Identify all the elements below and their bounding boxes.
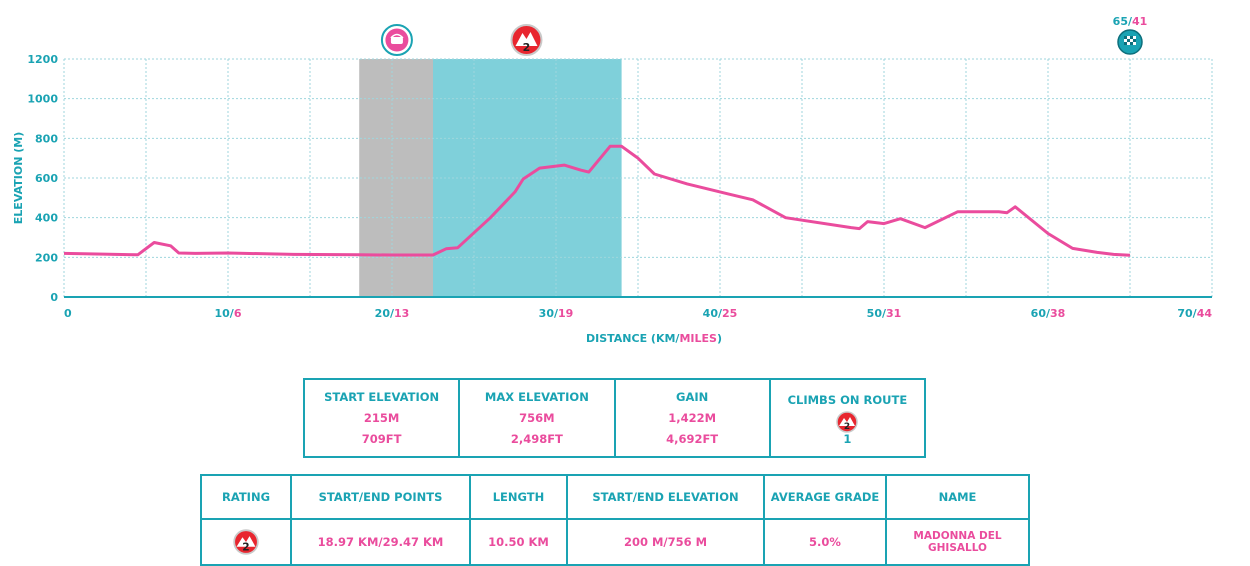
- cafe-stop-icon: [380, 24, 413, 56]
- y-tick-label: 200: [35, 251, 58, 264]
- finish-flag-icon: [1117, 29, 1143, 55]
- gain-ft: 4,692FT: [666, 431, 719, 446]
- name-header: NAME: [885, 474, 1030, 520]
- grade-header: AVERAGE GRADE: [763, 474, 887, 520]
- climb-category-number: 2: [844, 422, 850, 432]
- elevation-header: START/END ELEVATION: [566, 474, 765, 520]
- climbs-on-route-cell: CLIMBS ON ROUTE 2 1: [768, 378, 927, 458]
- x-tick-label: 30/19: [539, 307, 574, 320]
- start-elevation-label: START ELEVATION: [324, 389, 440, 404]
- climbs-count: 1: [843, 432, 852, 446]
- y-tick-label: 600: [35, 172, 58, 185]
- x-tick-label: 60/38: [1031, 307, 1066, 320]
- gain-m: 1,422M: [668, 410, 717, 425]
- max-elevation-label: MAX ELEVATION: [484, 389, 589, 404]
- points-cell: 18.97 KM/29.47 KM: [290, 518, 471, 566]
- x-axis-title-miles: MILES: [679, 332, 717, 345]
- y-tick-label: 0: [50, 291, 58, 304]
- climb-category-icon: 2: [233, 529, 259, 555]
- climb-category-icon: 2: [510, 24, 543, 56]
- start-elevation-cell: START ELEVATION 215M 709FT: [302, 378, 461, 458]
- table-row: 2 18.97 KM/29.47 KM 10.50 KM 200 M/756 M…: [200, 518, 1030, 566]
- elevation-chart: 0 200 400 600 800 1000 1200 0 10/6 20/13 30/19 40/…: [12, 15, 1213, 345]
- max-elevation-ft: 2,498FT: [510, 431, 563, 446]
- x-tick-label: 70/44: [1177, 307, 1212, 320]
- start-elevation-m: 215M: [363, 410, 400, 425]
- grade-cell: 5.0%: [763, 518, 887, 566]
- x-tick-label: 0: [64, 307, 72, 320]
- elevation-cell: 200 M/756 M: [566, 518, 765, 566]
- route-summary-table: START ELEVATION 215M 709FT MAX ELEVATION…: [302, 378, 927, 458]
- y-tick-label: 1200: [27, 53, 58, 66]
- finish-distance-label: 65/41: [1113, 15, 1148, 28]
- route-markers: 2 65/41: [380, 15, 1148, 56]
- grid-lines: [63, 58, 1213, 297]
- max-elevation-cell: MAX ELEVATION 756M 2,498FT: [458, 378, 616, 458]
- x-tick-label: 20/13: [375, 307, 410, 320]
- length-cell: 10.50 KM: [469, 518, 568, 566]
- y-tick-label: 800: [35, 132, 58, 145]
- rating-cell: 2: [200, 518, 292, 566]
- rating-header: RATING: [200, 474, 292, 520]
- start-elevation-ft: 709FT: [361, 431, 402, 446]
- y-tick-label: 1000: [27, 93, 58, 106]
- y-axis-ticks: 0 200 400 600 800 1000 1200: [27, 53, 58, 304]
- points-header: START/END POINTS: [290, 474, 471, 520]
- length-header: LENGTH: [469, 474, 568, 520]
- x-axis-title-km: DISTANCE (KM/: [586, 332, 680, 345]
- climbs-on-route-label: CLIMBS ON ROUTE: [787, 393, 908, 407]
- x-tick-label: 40/25: [703, 307, 738, 320]
- max-elevation-m: 756M: [519, 410, 555, 425]
- x-axis-title-close: ): [717, 332, 722, 345]
- gain-cell: GAIN 1,422M 4,692FT: [613, 378, 771, 458]
- climb-marker-label: 2: [523, 41, 531, 54]
- elevation-profile-line: [63, 144, 1131, 257]
- x-axis-title: DISTANCE (KM/MILES): [586, 332, 722, 345]
- gain-label: GAIN: [676, 389, 709, 404]
- x-axis-ticks: 0 10/6 20/13 30/19 40/25 50/31 60/38 70/44: [64, 307, 1212, 320]
- climb-rating-number: 2: [242, 540, 249, 553]
- y-tick-label: 400: [35, 212, 58, 225]
- x-tick-label: 10/6: [215, 307, 242, 320]
- climbs-table: RATING START/END POINTS LENGTH START/END…: [200, 474, 1030, 566]
- x-tick-label: 50/31: [867, 307, 902, 320]
- climb-name-cell: MADONNA DEL GHISALLO: [885, 518, 1030, 566]
- climb-category-icon: 2: [836, 411, 859, 433]
- shaded-regions: [359, 59, 622, 297]
- y-axis-title: ELEVATION (M): [12, 132, 25, 224]
